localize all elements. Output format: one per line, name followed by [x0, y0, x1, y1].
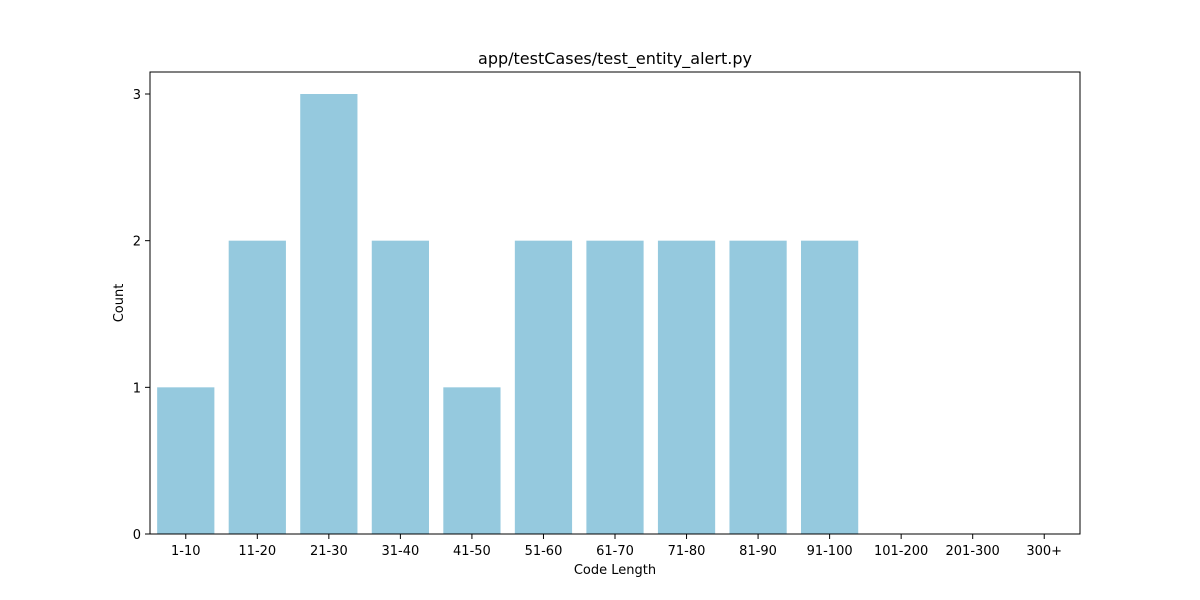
x-tick-label: 1-10: [171, 544, 201, 559]
y-tick-label: 0: [133, 528, 141, 543]
y-axis: 0 1 2 3: [133, 88, 150, 543]
bar-31-40: [371, 240, 429, 534]
bar-11-20: [228, 240, 286, 534]
bar-1-10: [157, 387, 215, 534]
bar-41-50: [443, 387, 501, 534]
x-tick-label: 71-80: [668, 544, 706, 559]
y-tick-label: 1: [133, 381, 141, 396]
x-tick-label: 11-20: [238, 544, 276, 559]
x-tick-label: 41-50: [453, 544, 491, 559]
x-tick-label: 300+: [1026, 544, 1062, 559]
x-tick-label: 91-100: [807, 544, 853, 559]
y-tick-label: 2: [133, 235, 141, 250]
x-tick-label: 21-30: [310, 544, 348, 559]
bar-51-60: [514, 240, 573, 534]
x-axis: 1-10 11-20 21-30 31-40 41-50 51-60 61-70 71-80 8…: [171, 534, 1062, 559]
bar-21-30: [300, 94, 358, 534]
x-tick-label: 31-40: [381, 544, 419, 559]
x-tick-label: 201-300: [946, 544, 1000, 559]
bar-61-70: [586, 240, 644, 534]
x-tick-label: 61-70: [596, 544, 634, 559]
bar-71-80: [657, 240, 716, 534]
bar-81-90: [729, 240, 787, 534]
x-axis-label: Code Length: [574, 563, 656, 578]
y-tick-label: 3: [133, 88, 141, 103]
bar-91-100: [801, 240, 859, 534]
y-axis-label: Count: [112, 284, 127, 323]
x-tick-label: 81-90: [739, 544, 777, 559]
x-tick-label: 101-200: [874, 544, 928, 559]
chart-title: app/testCases/test_entity_alert.py: [478, 49, 752, 69]
x-tick-label: 51-60: [525, 544, 563, 559]
bars-layer: [157, 94, 859, 534]
